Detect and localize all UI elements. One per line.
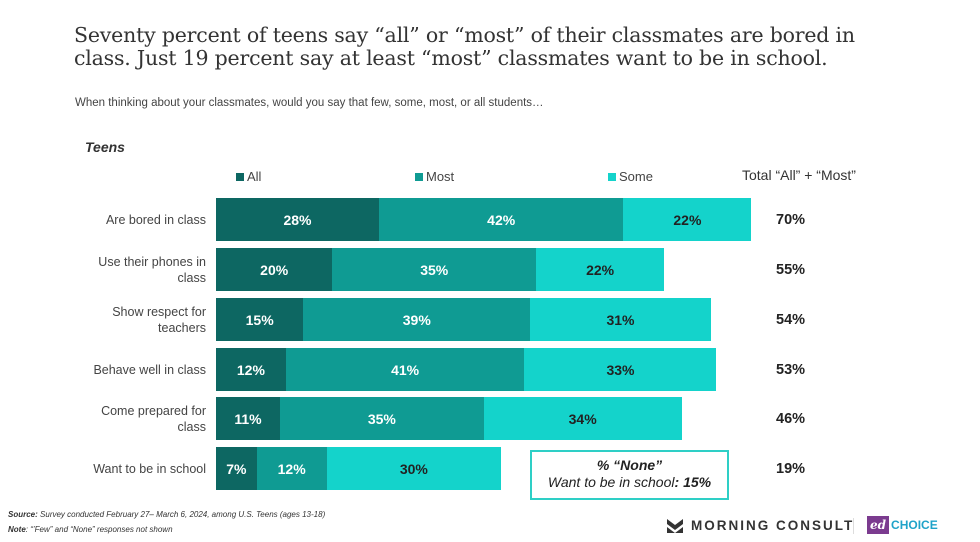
bar-segment-all: 20% xyxy=(216,248,333,291)
bar-segment-all: 11% xyxy=(216,397,281,440)
bar-segment-most: 41% xyxy=(285,348,525,391)
group-label: Teens xyxy=(85,139,125,155)
legend-swatch-some-icon xyxy=(608,172,616,181)
bar-segment-all: 28% xyxy=(216,198,379,241)
none-callout-title: % “None” xyxy=(596,457,663,473)
bar-segment-some: 33% xyxy=(524,348,717,391)
none-callout-text: Want to be in school: 15% xyxy=(547,474,712,490)
morning-consult-wordmark: MORNING CONSULT xyxy=(691,518,855,533)
stacked-bar: 12% 41% 33% xyxy=(216,348,717,391)
footer-note: Note: “’Few” and “None” responses not sh… xyxy=(8,525,173,534)
legend-swatch-most-icon xyxy=(415,172,423,181)
stacked-bar: 20% 35% 22% xyxy=(216,248,665,291)
legend-item-most: Most xyxy=(415,169,454,184)
row-total: 70% xyxy=(776,211,806,228)
bar-segment-most: 35% xyxy=(332,248,537,291)
row-label: Want to be in school xyxy=(93,461,206,476)
legend-item-all: All xyxy=(236,169,261,184)
logo-divider xyxy=(853,518,854,534)
footer-source: Source: Survey conducted February 27– Ma… xyxy=(8,510,325,519)
legend-label: All xyxy=(247,169,262,184)
source-text: Survey conducted February 27– March 6, 2… xyxy=(40,510,326,519)
bar-segment-most: 35% xyxy=(280,397,484,440)
stacked-bar: 15% 39% 31% xyxy=(216,298,711,341)
bar-segment-some: 22% xyxy=(623,198,752,241)
row-total: 19% xyxy=(776,460,806,477)
row-total: 55% xyxy=(776,261,806,278)
source-label: Source: xyxy=(8,510,38,519)
bar-segment-some: 30% xyxy=(326,447,502,490)
bar-segment-all: 15% xyxy=(216,298,304,341)
bar-segment-some: 34% xyxy=(483,397,682,440)
edchoice-logo: ed CHOICE xyxy=(867,516,938,534)
chart-title: Seventy percent of teens say “all” or “m… xyxy=(74,23,855,70)
none-callout-label: Want to be in school xyxy=(547,474,675,490)
legend-label: Some xyxy=(619,169,653,184)
edchoice-mark: ed xyxy=(867,516,890,534)
edchoice-wordmark: CHOICE xyxy=(891,518,938,532)
totals-header: Total “All” + “Most” xyxy=(742,167,856,183)
bar-segment-most: 39% xyxy=(303,298,531,341)
row-label: Are bored in class xyxy=(105,212,206,227)
row-label: Show respect for teachers xyxy=(112,304,206,335)
row-total: 54% xyxy=(776,311,806,328)
legend-item-some: Some xyxy=(608,169,653,184)
row-total: 46% xyxy=(776,410,806,427)
stacked-bar: 28% 42% 22% xyxy=(216,198,752,241)
stacked-bar: 7% 12% 30% xyxy=(216,447,502,490)
bar-segment-all: 7% xyxy=(216,447,257,490)
none-callout-value: 15% xyxy=(683,474,712,490)
row-total: 53% xyxy=(776,361,806,378)
none-callout-box: % “None” Want to be in school: 15% xyxy=(530,450,729,500)
bar-segment-some: 22% xyxy=(536,248,665,291)
bar-segment-most: 12% xyxy=(256,447,327,490)
row-label: Come prepared for class xyxy=(101,403,206,434)
note-label: Note xyxy=(8,525,26,534)
chart-subtitle: When thinking about your classmates, wou… xyxy=(75,97,544,109)
bar-segment-some: 31% xyxy=(530,298,711,341)
legend-label: Most xyxy=(426,169,455,184)
morning-consult-mark-icon xyxy=(667,518,683,533)
bar-segment-all: 12% xyxy=(216,348,286,391)
morning-consult-logo: MORNING CONSULT xyxy=(667,518,854,533)
row-label: Behave well in class xyxy=(93,362,206,377)
bar-segment-most: 42% xyxy=(378,198,624,241)
stacked-bar: 11% 35% 34% xyxy=(216,397,682,440)
row-label: Use their phones in class xyxy=(98,254,206,285)
legend-swatch-all-icon xyxy=(236,172,244,181)
note-text: : “’Few” and “None” responses not shown xyxy=(25,525,173,534)
